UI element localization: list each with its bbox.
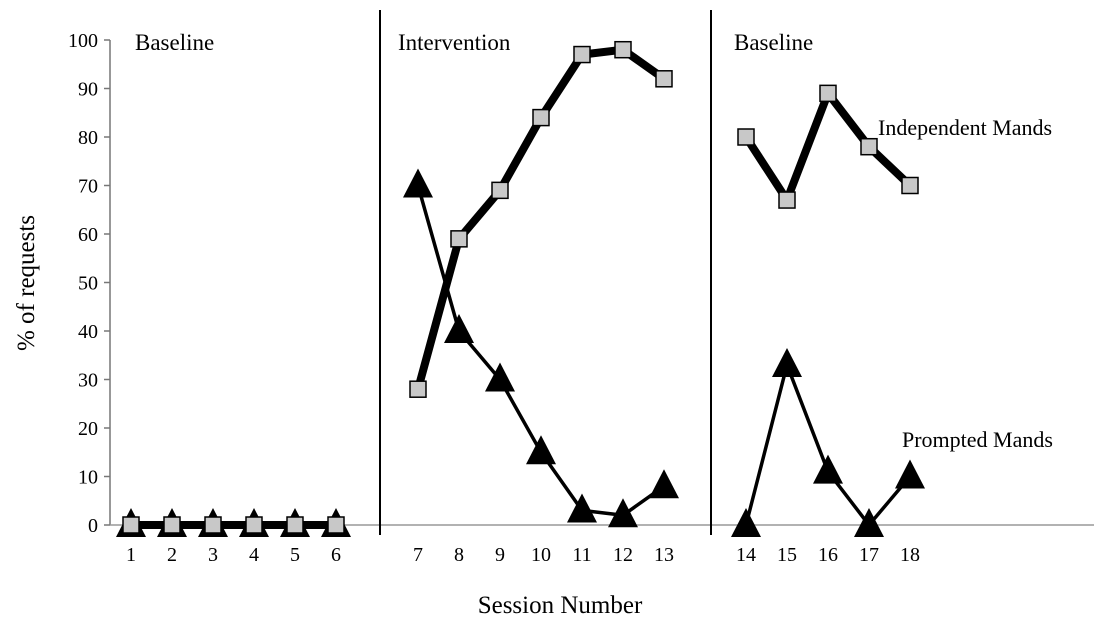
series-prompted-mands (131, 185, 912, 527)
x-tick-label: 12 (613, 544, 633, 566)
data-point-square (860, 137, 878, 156)
x-tick-label: 6 (331, 544, 341, 566)
data-point-triangle (403, 168, 433, 198)
data-point-triangle (772, 347, 802, 377)
x-tick-label: 7 (413, 544, 423, 566)
series-layer (116, 40, 925, 537)
data-point-square (491, 181, 509, 200)
series-line-phase-3 (744, 363, 912, 527)
data-point-triangle (731, 508, 761, 537)
data-point-square (409, 380, 427, 398)
series-independent-mands (131, 45, 913, 529)
data-point-triangle (649, 469, 679, 499)
data-point-square (122, 516, 140, 534)
data-point-triangle (526, 435, 556, 465)
data-point-square (532, 108, 550, 127)
y-tick-label: 70 (78, 176, 98, 198)
data-point-triangle (813, 454, 843, 484)
data-point-triangle (854, 508, 884, 537)
y-tick-label: 30 (78, 370, 98, 392)
x-tick-label: 18 (900, 544, 920, 566)
data-point-square (778, 191, 796, 209)
x-tick-label: 3 (208, 544, 218, 566)
label-layer: Session Number % of requests Baseline In… (13, 30, 1053, 617)
x-tick-label: 15 (777, 544, 797, 566)
data-point-square (737, 128, 755, 146)
y-tick-label: 0 (88, 515, 98, 537)
x-tick-label: 5 (290, 544, 300, 566)
markers-prompted-mands (116, 168, 925, 537)
x-tick-label: 13 (654, 544, 674, 566)
data-point-triangle (608, 498, 638, 528)
data-point-square (245, 516, 263, 534)
data-point-square (901, 176, 919, 195)
data-point-triangle (485, 362, 515, 392)
x-tick-label: 1 (126, 544, 136, 566)
x-tick-label: 17 (859, 544, 879, 566)
phase-label-intervention: Intervention (398, 30, 511, 55)
y-tick-label: 20 (78, 418, 98, 440)
data-point-triangle (444, 314, 474, 343)
data-point-square (450, 230, 468, 248)
markers-independent-mands (122, 40, 919, 534)
y-tick-label: 50 (78, 273, 98, 295)
x-tick-label: 14 (736, 544, 756, 566)
series-label-independent-mands: Independent Mands (878, 115, 1052, 140)
data-point-square (614, 40, 632, 59)
series-label-prompted-mands: Prompted Mands (902, 427, 1053, 452)
x-tick-label: 16 (818, 544, 838, 566)
y-tick-label: 80 (78, 127, 98, 149)
data-point-square (655, 70, 673, 88)
x-tick-label: 10 (531, 544, 551, 566)
x-tick-label: 8 (454, 544, 464, 566)
phase-label-baseline-1: Baseline (135, 30, 214, 55)
data-point-square (573, 45, 591, 64)
data-point-square (204, 516, 222, 534)
y-tick-label: 40 (78, 321, 98, 343)
x-tick-label: 9 (495, 544, 505, 566)
series-line-phase-3 (742, 89, 913, 204)
data-point-square (327, 516, 345, 534)
x-tick-label: 2 (167, 544, 177, 566)
y-tick-label: 10 (78, 467, 98, 489)
data-point-square (163, 516, 181, 534)
y-axis-title: % of requests (13, 215, 40, 351)
y-tick-label: 100 (68, 30, 98, 52)
data-point-triangle (567, 493, 597, 523)
x-tick-label: 4 (249, 544, 259, 566)
x-axis-title: Session Number (478, 592, 643, 617)
phase-label-baseline-2: Baseline (734, 30, 813, 55)
data-point-square (286, 516, 304, 534)
y-tick-label: 90 (78, 79, 98, 101)
y-tick-label: 60 (78, 224, 98, 246)
data-point-triangle (895, 459, 925, 489)
x-tick-label: 11 (572, 544, 591, 566)
data-point-square (819, 84, 837, 103)
